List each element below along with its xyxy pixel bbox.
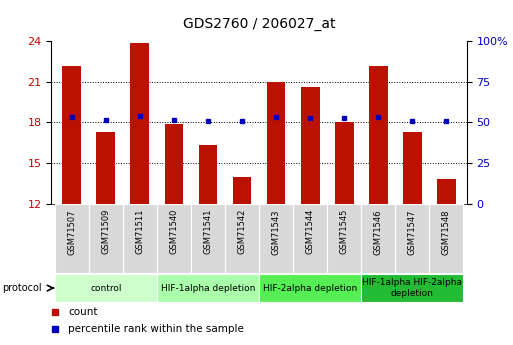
Bar <box>233 177 251 204</box>
Text: GSM71541: GSM71541 <box>204 209 212 255</box>
Bar <box>165 124 183 204</box>
Bar <box>396 204 429 273</box>
Bar <box>403 132 422 204</box>
Text: GSM71540: GSM71540 <box>169 209 179 255</box>
Bar <box>191 204 225 273</box>
Text: GSM71543: GSM71543 <box>271 209 281 255</box>
Text: protocol: protocol <box>3 283 42 293</box>
Text: HIF-1alpha depletion: HIF-1alpha depletion <box>161 284 255 293</box>
Bar <box>157 204 191 273</box>
Bar <box>327 204 361 273</box>
Bar <box>361 274 463 302</box>
Text: GSM71544: GSM71544 <box>306 209 314 255</box>
Bar <box>437 179 456 204</box>
Text: percentile rank within the sample: percentile rank within the sample <box>68 325 244 334</box>
Bar <box>63 66 81 204</box>
Text: control: control <box>90 284 122 293</box>
Text: HIF-2alpha depletion: HIF-2alpha depletion <box>263 284 357 293</box>
Text: count: count <box>68 307 97 317</box>
Bar <box>361 204 396 273</box>
Text: GSM71511: GSM71511 <box>135 209 144 255</box>
Bar <box>429 204 463 273</box>
Bar <box>157 274 259 302</box>
Bar <box>130 43 149 204</box>
Bar <box>89 204 123 273</box>
Bar <box>225 204 259 273</box>
Bar <box>369 66 388 204</box>
Bar <box>259 274 361 302</box>
Bar <box>123 204 157 273</box>
Text: GSM71548: GSM71548 <box>442 209 451 255</box>
Text: GSM71546: GSM71546 <box>374 209 383 255</box>
Text: GSM71542: GSM71542 <box>238 209 247 255</box>
Bar <box>301 87 320 204</box>
Bar <box>55 204 89 273</box>
Text: GSM71547: GSM71547 <box>408 209 417 255</box>
Text: HIF-1alpha HIF-2alpha
depletion: HIF-1alpha HIF-2alpha depletion <box>362 278 462 298</box>
Bar <box>259 204 293 273</box>
Text: GSM71507: GSM71507 <box>67 209 76 255</box>
Bar <box>96 132 115 204</box>
Bar <box>293 204 327 273</box>
Bar <box>267 82 285 204</box>
Bar <box>55 274 157 302</box>
Text: GDS2760 / 206027_at: GDS2760 / 206027_at <box>183 17 336 31</box>
Bar <box>199 146 218 204</box>
Bar <box>335 122 353 204</box>
Text: GSM71545: GSM71545 <box>340 209 349 255</box>
Text: GSM71509: GSM71509 <box>101 209 110 255</box>
